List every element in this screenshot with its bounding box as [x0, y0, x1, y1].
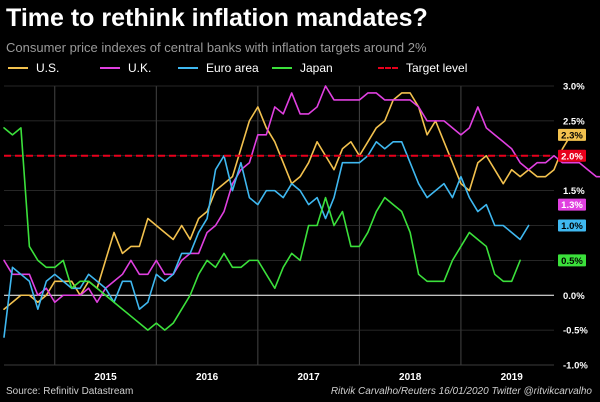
chart-subtitle: Consumer price indexes of central banks … [6, 40, 427, 55]
legend-label-uk: U.K. [128, 61, 152, 75]
series-line-u-s [3, 92, 572, 311]
chart-title: Time to rethink inflation mandates? [6, 4, 428, 32]
end-label-euro-box [558, 219, 586, 232]
y-tick-label: 1.5% [563, 186, 585, 197]
legend-swatch-uk [100, 67, 120, 69]
legend-swatch-target [378, 67, 398, 69]
source-note: Source: Refinitiv Datastream [6, 386, 134, 397]
y-tick-label: -0.5% [563, 326, 588, 337]
end-label-uk-box [558, 198, 586, 211]
y-tick-label: 2.5% [563, 116, 585, 127]
end-label-euro: 1.0% [561, 221, 583, 232]
legend: U.S. U.K. Euro area Japan Target level [0, 58, 600, 78]
end-label-uk: 1.3% [561, 200, 583, 211]
x-tick-label: 2015 [94, 372, 117, 383]
x-tick-label: 2017 [297, 372, 320, 383]
legend-label-target: Target level [406, 61, 468, 75]
series-line-euro-area [3, 141, 530, 338]
x-tick-label: 2018 [399, 372, 422, 383]
legend-item-us: U.S. [8, 58, 59, 78]
y-tick-label: 0.0% [563, 291, 585, 302]
series-line-u-k [3, 85, 600, 304]
y-tick-label: 3.0% [563, 82, 585, 93]
legend-item-target: Target level [378, 58, 467, 78]
legend-swatch-us [8, 67, 28, 69]
y-tick-label: -1.0% [563, 361, 588, 372]
credit-note: Ritvik Carvalho/Reuters 16/01/2020 Twitt… [330, 386, 592, 397]
legend-swatch-euro [178, 67, 198, 69]
x-tick-label: 2019 [501, 372, 524, 383]
end-label-target-box [558, 149, 586, 162]
legend-swatch-japan [272, 67, 292, 69]
x-tick-label: 2016 [196, 372, 219, 383]
legend-label-japan: Japan [300, 61, 333, 75]
end-label-us-box [558, 128, 586, 141]
legend-item-uk: U.K. [100, 58, 151, 78]
end-label-target: 2.0% [561, 151, 583, 162]
legend-item-japan: Japan [272, 58, 333, 78]
legend-label-euro: Euro area [206, 61, 259, 75]
legend-label-us: U.S. [36, 61, 60, 75]
series-line-japan [3, 127, 521, 331]
end-label-japan: 0.5% [561, 256, 583, 267]
end-label-us: 2.3% [561, 130, 583, 141]
legend-item-euro: Euro area [178, 58, 259, 78]
end-label-japan-box [558, 254, 586, 267]
